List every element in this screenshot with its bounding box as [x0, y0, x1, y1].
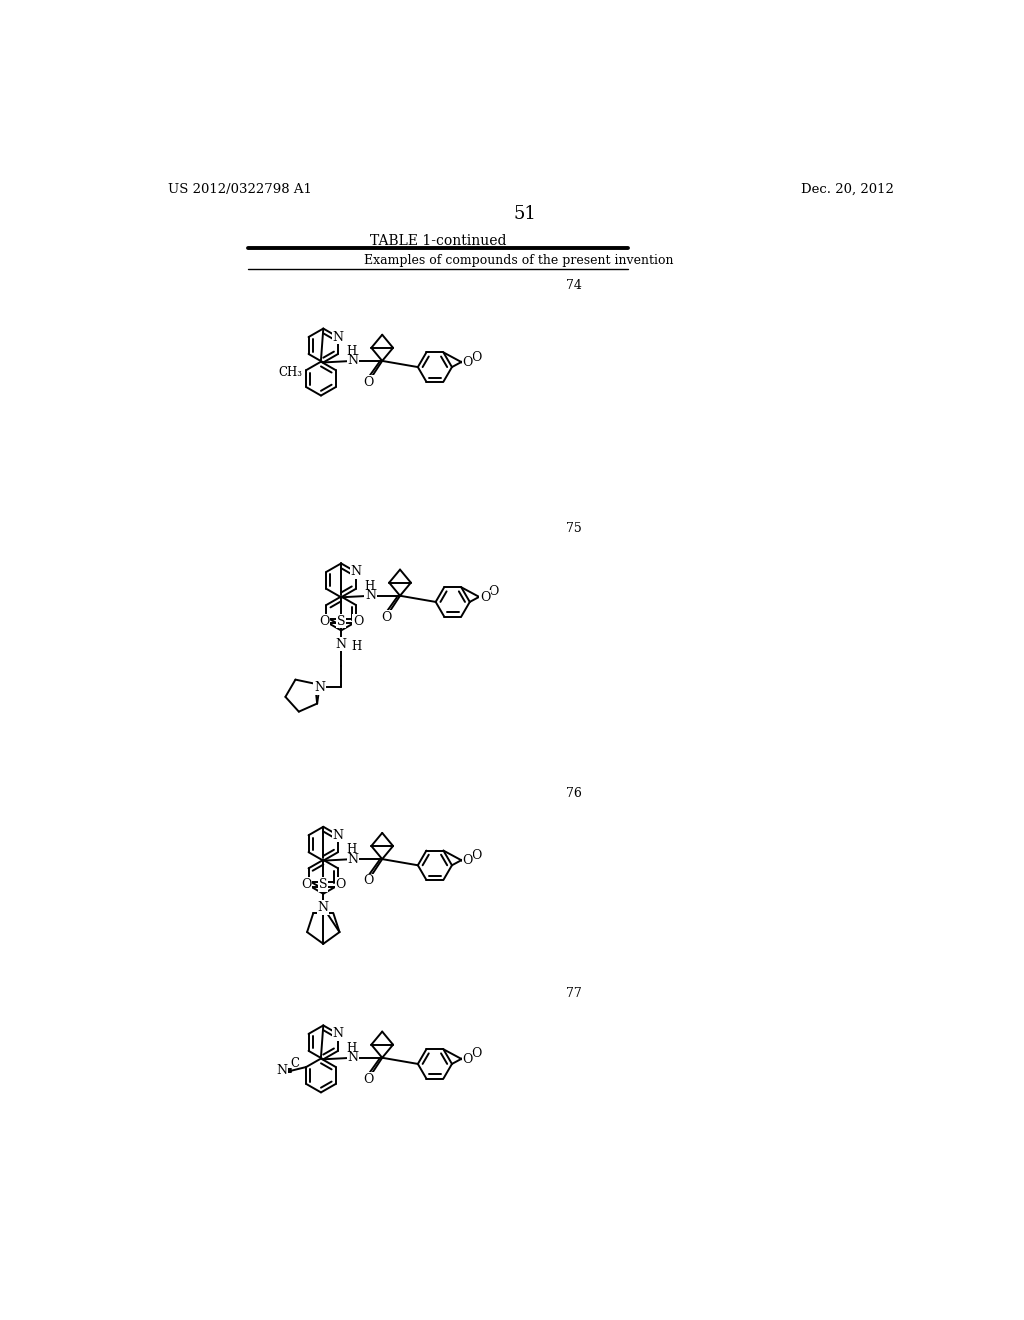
Text: O: O: [480, 591, 490, 603]
Text: S: S: [337, 615, 345, 628]
Text: N: N: [347, 354, 358, 367]
Text: O: O: [301, 878, 311, 891]
Text: O: O: [462, 356, 473, 368]
Text: H: H: [346, 843, 356, 857]
Text: H: H: [351, 640, 361, 653]
Text: H: H: [346, 1041, 356, 1055]
Text: TABLE 1-continued: TABLE 1-continued: [370, 234, 506, 248]
Text: H: H: [346, 345, 356, 358]
Text: N: N: [317, 902, 329, 915]
Text: US 2012/0322798 A1: US 2012/0322798 A1: [168, 182, 312, 195]
Text: O: O: [471, 1047, 481, 1060]
Text: 74: 74: [566, 279, 582, 292]
Text: O: O: [364, 376, 374, 389]
Text: 77: 77: [566, 987, 582, 1001]
Text: O: O: [335, 878, 345, 891]
Text: O: O: [471, 849, 481, 862]
Text: N: N: [275, 1064, 287, 1077]
Text: N: N: [333, 330, 344, 343]
Text: N: N: [314, 681, 325, 694]
Text: O: O: [471, 351, 481, 363]
Text: C: C: [291, 1056, 300, 1069]
Text: O: O: [462, 854, 473, 867]
Text: H: H: [364, 579, 374, 593]
Text: O: O: [488, 585, 499, 598]
Text: N: N: [347, 853, 358, 866]
Text: Examples of compounds of the present invention: Examples of compounds of the present inv…: [365, 255, 674, 268]
Text: O: O: [381, 611, 391, 624]
Text: 51: 51: [513, 205, 537, 223]
Text: N: N: [333, 829, 344, 842]
Text: S: S: [319, 878, 328, 891]
Text: N: N: [350, 565, 361, 578]
Text: N: N: [336, 638, 347, 651]
Text: O: O: [318, 615, 330, 628]
Text: N: N: [366, 589, 376, 602]
Text: 75: 75: [566, 521, 582, 535]
Text: N: N: [333, 1027, 344, 1040]
Text: O: O: [462, 1053, 473, 1065]
Text: O: O: [364, 1073, 374, 1086]
Text: O: O: [364, 874, 374, 887]
Text: CH₃: CH₃: [279, 366, 302, 379]
Text: Dec. 20, 2012: Dec. 20, 2012: [801, 182, 894, 195]
Text: O: O: [353, 615, 364, 628]
Text: 76: 76: [566, 787, 582, 800]
Text: N: N: [347, 1051, 358, 1064]
